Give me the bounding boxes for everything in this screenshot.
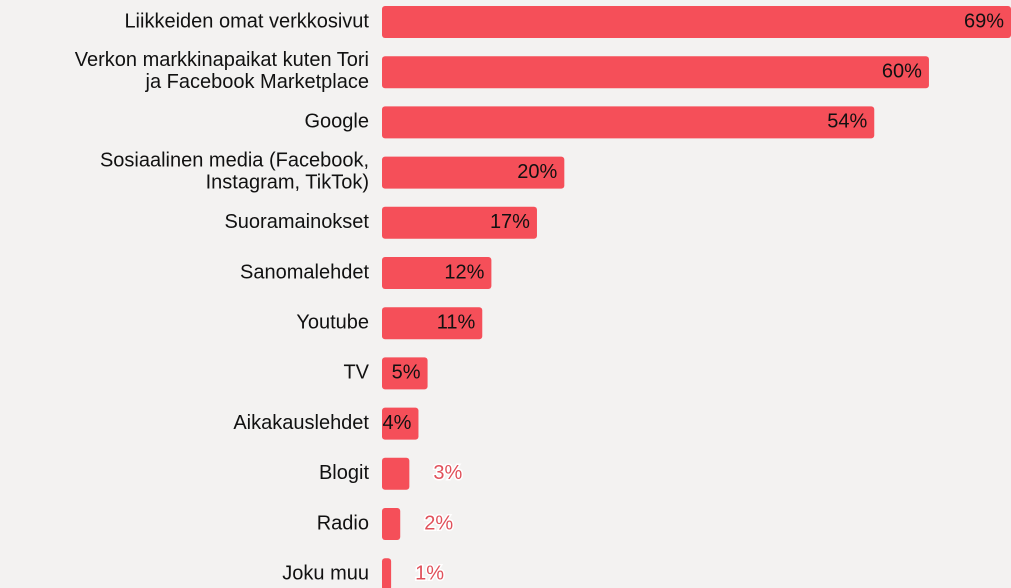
bar — [382, 56, 929, 88]
chart: Liikkeiden omat verkkosivut69%Verkon mar… — [0, 0, 1011, 588]
category-label: Youtube — [296, 311, 369, 333]
bar — [382, 106, 874, 138]
category-label: Sanomalehdet — [240, 261, 369, 283]
value-label: 17% — [490, 211, 530, 233]
category-label: TV — [343, 362, 369, 384]
value-label: 3% — [433, 462, 462, 484]
value-label: 1% — [415, 562, 444, 584]
value-label: 20% — [517, 161, 557, 183]
value-label: 69% — [964, 10, 1004, 32]
category-label: Suoramainokset — [224, 211, 369, 233]
bar — [382, 458, 409, 490]
value-label: 2% — [424, 512, 453, 534]
value-label: 4% — [383, 412, 412, 434]
category-label: Liikkeiden omat verkkosivut — [124, 10, 369, 32]
value-label: 60% — [882, 60, 922, 82]
value-label: 12% — [444, 261, 484, 283]
bar — [382, 558, 391, 588]
bar — [382, 6, 1011, 38]
bar — [382, 508, 400, 540]
category-label: Google — [305, 111, 370, 133]
value-label: 5% — [392, 362, 421, 384]
value-label: 54% — [827, 111, 867, 133]
category-label: Blogit — [319, 462, 369, 484]
category-label: Radio — [317, 512, 369, 534]
category-label: Joku muu — [282, 562, 369, 584]
category-label: Aikakauslehdet — [233, 412, 369, 434]
value-label: 11% — [437, 311, 476, 333]
